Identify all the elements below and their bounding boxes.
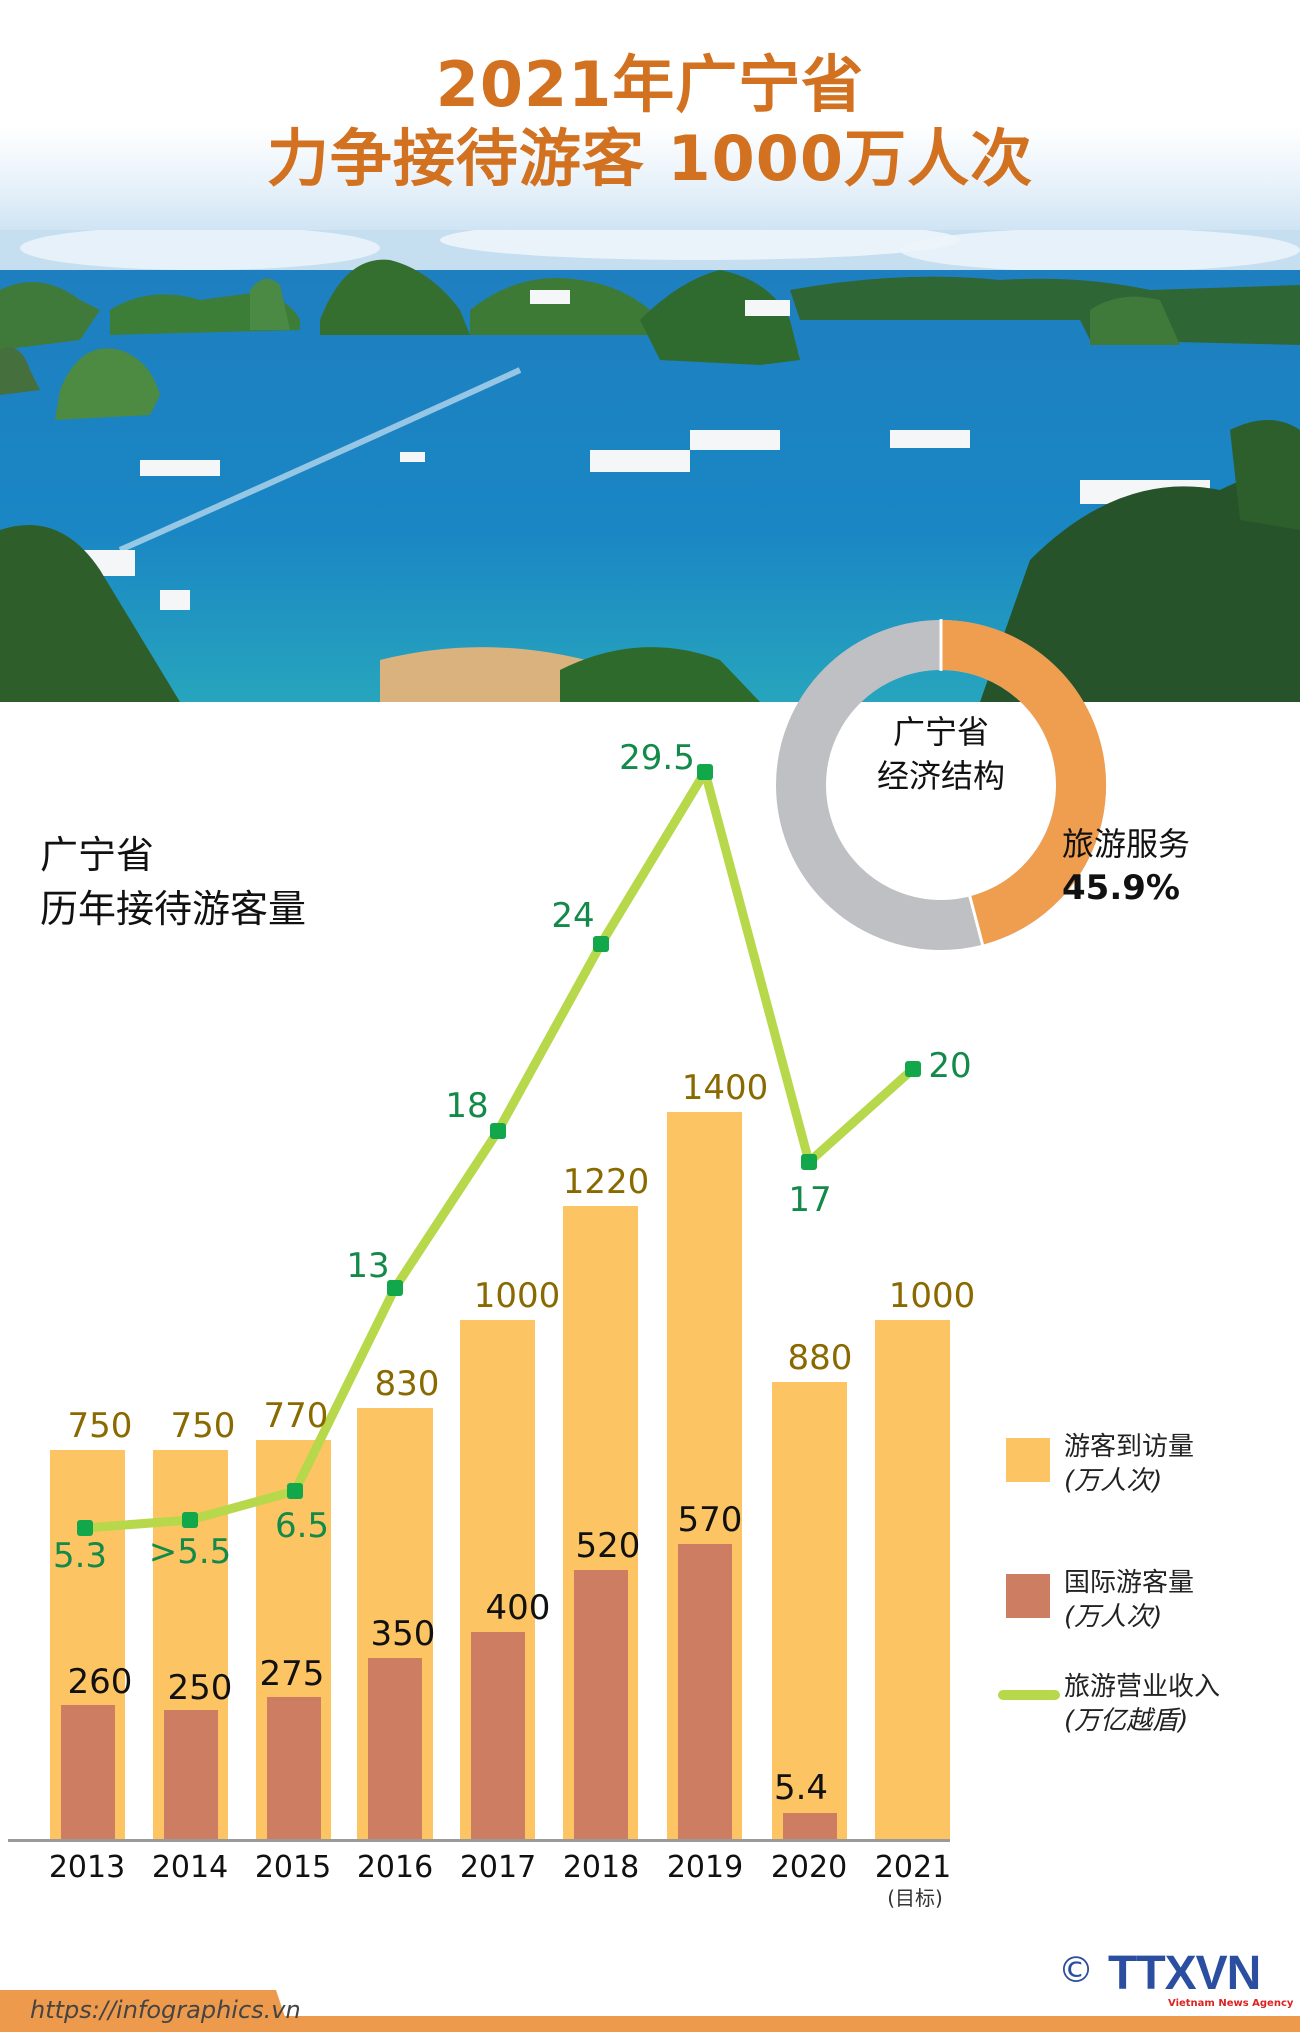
legend-text-revenue: 旅游营业收入 (万亿越盾) — [1064, 1670, 1220, 1738]
total-label-2014: 750 — [170, 1406, 236, 1446]
intl-label-2017: 400 — [485, 1588, 551, 1628]
ttxvn-logo: TTXVN — [1108, 1947, 1261, 2000]
intl-label-2016: 350 — [370, 1614, 436, 1654]
intl-label-2014: 250 — [167, 1668, 233, 1708]
year-2015: 2015 — [254, 1850, 332, 1885]
year-2020: 2020 — [770, 1850, 848, 1885]
revenue-label-2021: 20 — [928, 1046, 972, 1086]
legend-unit-intl: (万人次) — [1064, 1602, 1163, 1632]
revenue-label-2019: 29.5 — [619, 738, 695, 778]
revenue-label-2013: 5.3 — [52, 1536, 108, 1576]
legend-label-revenue: 旅游营业收入 — [1064, 1672, 1221, 1702]
year-2013: 2013 — [48, 1850, 126, 1885]
intl-label-2013: 260 — [67, 1662, 133, 1702]
total-label-2015: 770 — [263, 1396, 329, 1436]
year-2014: 2014 — [151, 1850, 229, 1885]
donut-center-label: 广宁省 经济结构 — [776, 710, 1106, 798]
intl-label-2018: 520 — [575, 1526, 641, 1566]
total-label-2019: 1400 — [681, 1068, 769, 1108]
legend-swatch-intl — [1006, 1574, 1050, 1618]
revenue-label-2014: >5.5 — [148, 1532, 232, 1572]
intl-label-2020: 5.4 — [773, 1768, 829, 1808]
total-label-2021: 1000 — [888, 1276, 976, 1316]
chart-title: 广宁省 历年接待游客量 — [40, 828, 306, 936]
revenue-label-2020: 17 — [788, 1180, 832, 1220]
revenue-label-2017: 18 — [445, 1086, 489, 1126]
intl-label-2015: 275 — [259, 1654, 325, 1694]
ttxvn-logo-subtitle: Vietnam News Agency — [1168, 1998, 1294, 2009]
legend-unit-revenue: (万亿越盾) — [1064, 1706, 1189, 1736]
donut-highlight-label: 旅游服务 — [1062, 825, 1191, 863]
donut-highlight-value: 45.9% — [1062, 868, 1180, 908]
chart-title-line-1: 广宁省 — [40, 833, 155, 877]
year-2021: 2021 — [874, 1850, 952, 1885]
year-2018: 2018 — [562, 1850, 640, 1885]
copyright-icon: © — [1058, 1950, 1094, 1991]
legend-line-revenue — [998, 1690, 1060, 1700]
intl-visitor-bars — [61, 1544, 837, 1840]
legend-swatch-total — [1006, 1438, 1050, 1482]
title-line-2: 力争接待游客 1000万人次 — [266, 122, 1034, 195]
legend-text-intl: 国际游客量 (万人次) — [1064, 1566, 1194, 1634]
revenue-label-2015: 6.5 — [274, 1506, 330, 1546]
total-label-2020: 880 — [787, 1338, 853, 1378]
total-label-2017: 1000 — [473, 1276, 561, 1316]
year-2017: 2017 — [459, 1850, 537, 1885]
intl-label-2019: 570 — [677, 1500, 743, 1540]
donut-center-line-2: 经济结构 — [876, 757, 1005, 795]
year-2021-target-note: (目标) — [887, 1886, 943, 1910]
total-label-2013: 750 — [67, 1406, 133, 1446]
year-2019: 2019 — [666, 1850, 744, 1885]
revenue-label-2016: 13 — [346, 1246, 390, 1286]
revenue-points — [77, 764, 921, 1536]
chart-title-line-2: 历年接待游客量 — [40, 887, 307, 931]
legend-text-total: 游客到访量 (万人次) — [1064, 1430, 1194, 1498]
source-url[interactable]: https://infographics.vn — [30, 1996, 301, 2024]
total-label-2016: 830 — [374, 1364, 440, 1404]
donut-center: 广宁省 经济结构 — [776, 620, 1106, 950]
bay-illustration — [0, 230, 1300, 702]
donut-highlight: 旅游服务 45.9% — [1062, 822, 1190, 910]
legend-unit-total: (万人次) — [1064, 1466, 1163, 1496]
year-2016: 2016 — [356, 1850, 434, 1885]
legend-label-intl: 国际游客量 — [1064, 1568, 1195, 1598]
economy-donut — [776, 619, 1107, 950]
total-label-2018: 1220 — [562, 1162, 650, 1202]
donut-center-line-1: 广宁省 — [892, 713, 989, 751]
halong-bay-photo — [0, 230, 1300, 702]
title-line-1: 2021年广宁省 — [435, 48, 865, 121]
legend-label-total: 游客到访量 — [1064, 1432, 1195, 1462]
title-area: 2021年广宁省 力争接待游客 1000万人次 — [0, 0, 1300, 230]
footer-band — [0, 2016, 1300, 2032]
revenue-label-2018: 24 — [551, 896, 595, 936]
